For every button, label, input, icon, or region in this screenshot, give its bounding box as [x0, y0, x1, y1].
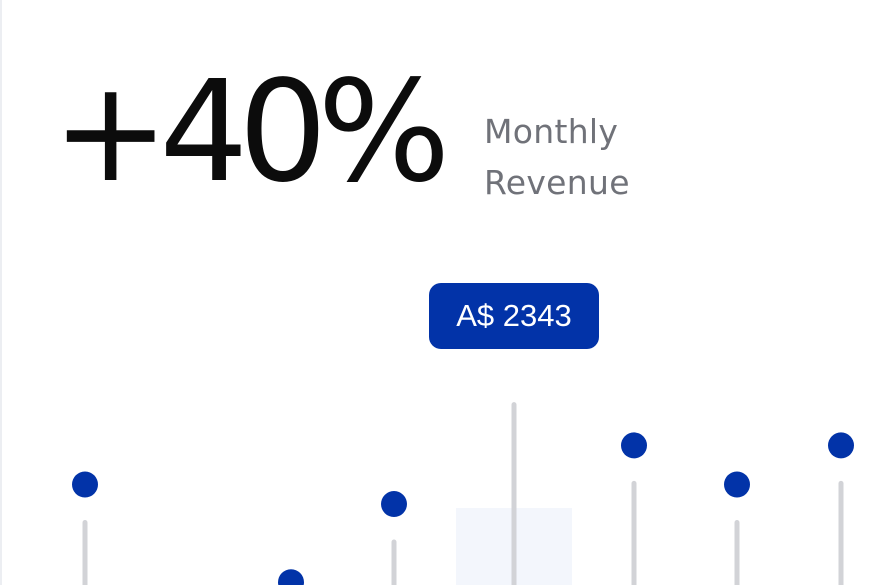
lollipop-point-6[interactable] — [724, 471, 750, 498]
lollipop-point-5[interactable] — [621, 432, 647, 459]
lollipop-point-3[interactable] — [381, 491, 407, 518]
lollipop-point-2[interactable] — [278, 569, 304, 585]
revenue-percent-change: +40% — [52, 51, 450, 214]
card-left-border — [0, 0, 2, 585]
lollipop-point-7[interactable] — [828, 432, 854, 459]
lollipop-point-1[interactable] — [72, 471, 98, 498]
caption-line-2: Revenue — [484, 163, 630, 202]
value-tooltip: A$ 2343 — [429, 283, 599, 349]
caption-line-1: Monthly — [484, 112, 619, 151]
revenue-caption: Monthly Revenue — [484, 106, 684, 208]
